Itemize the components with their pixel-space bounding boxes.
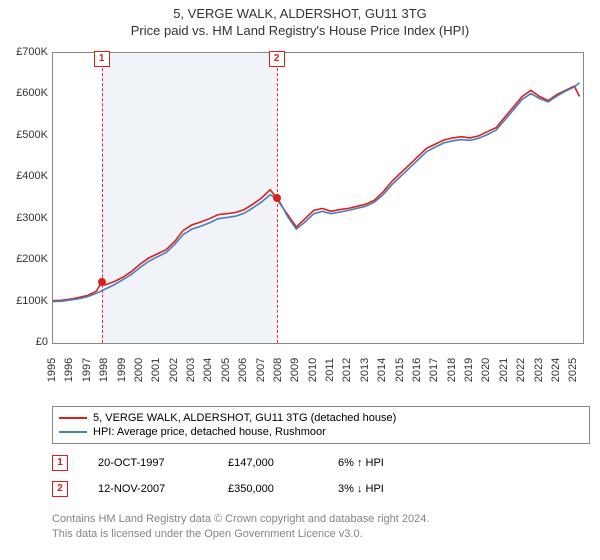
credits-line: Contains HM Land Registry data © Crown c…	[52, 512, 590, 527]
x-tick-label: 2025	[567, 358, 579, 382]
x-tick-label: 2020	[480, 358, 492, 382]
event-price: £147,000	[228, 457, 308, 469]
x-tick-label: 2003	[185, 358, 197, 382]
x-tick-label: 2004	[202, 358, 214, 382]
chart-lines	[53, 53, 583, 343]
title-block: 5, VERGE WALK, ALDERSHOT, GU11 3TG Price…	[0, 0, 600, 42]
chart-marker-icon: 1	[94, 51, 110, 67]
x-tick-label: 2011	[324, 358, 336, 382]
credits: Contains HM Land Registry data © Crown c…	[52, 512, 590, 543]
y-tick-label: £500K	[2, 129, 48, 141]
event-date: 20-OCT-1997	[98, 457, 198, 469]
event-row: 2 12-NOV-2007 £350,000 3% ↓ HPI	[52, 476, 590, 502]
x-tick-label: 2022	[515, 358, 527, 382]
y-tick-label: £400K	[2, 170, 48, 182]
x-tick-label: 2023	[533, 358, 545, 382]
event-pct: 3% ↓ HPI	[338, 483, 418, 495]
event-price: £350,000	[228, 483, 308, 495]
y-tick-label: £300K	[2, 212, 48, 224]
chart-marker-icon: 2	[269, 51, 285, 67]
x-tick-label: 2001	[150, 358, 162, 382]
x-tick-label: 2009	[289, 358, 301, 382]
legend-item: HPI: Average price, detached house, Rush…	[59, 425, 583, 439]
event-date: 12-NOV-2007	[98, 483, 198, 495]
x-tick-label: 2007	[255, 358, 267, 382]
plot-region: 12	[52, 52, 584, 344]
x-tick-label: 2021	[498, 358, 510, 382]
x-tick-label: 2017	[428, 358, 440, 382]
y-tick-label: £100K	[2, 295, 48, 307]
chart-area: 12 £0£100K£200K£300K£400K£500K£600K£700K…	[0, 42, 600, 402]
x-tick-label: 2013	[359, 358, 371, 382]
x-tick-label: 2018	[446, 358, 458, 382]
event-marker-icon: 2	[52, 481, 68, 497]
event-marker-icon: 1	[52, 455, 68, 471]
x-tick-label: 2019	[463, 358, 475, 382]
x-tick-label: 2015	[394, 358, 406, 382]
legend-swatch	[59, 417, 87, 419]
x-tick-label: 2010	[307, 358, 319, 382]
x-tick-label: 2005	[220, 358, 232, 382]
events-list: 1 20-OCT-1997 £147,000 6% ↑ HPI 2 12-NOV…	[52, 450, 590, 502]
y-tick-label: £700K	[2, 46, 48, 58]
y-tick-label: £0	[2, 336, 48, 348]
event-row: 1 20-OCT-1997 £147,000 6% ↑ HPI	[52, 450, 590, 476]
event-pct: 6% ↑ HPI	[338, 457, 418, 469]
x-tick-label: 1997	[81, 358, 93, 382]
y-tick-label: £600K	[2, 87, 48, 99]
x-tick-label: 1998	[98, 358, 110, 382]
chart-container: 5, VERGE WALK, ALDERSHOT, GU11 3TG Price…	[0, 0, 600, 543]
legend-item: 5, VERGE WALK, ALDERSHOT, GU11 3TG (deta…	[59, 411, 583, 425]
legend-swatch	[59, 431, 87, 433]
x-tick-label: 1999	[116, 358, 128, 382]
x-tick-label: 2012	[341, 358, 353, 382]
legend: 5, VERGE WALK, ALDERSHOT, GU11 3TG (deta…	[52, 406, 590, 444]
legend-label: HPI: Average price, detached house, Rush…	[93, 426, 326, 438]
x-tick-label: 2016	[411, 358, 423, 382]
x-tick-label: 2006	[237, 358, 249, 382]
x-tick-label: 2000	[133, 358, 145, 382]
x-tick-label: 1996	[63, 358, 75, 382]
chart-title: 5, VERGE WALK, ALDERSHOT, GU11 3TG	[0, 6, 600, 21]
x-tick-label: 1995	[46, 358, 58, 382]
chart-subtitle: Price paid vs. HM Land Registry's House …	[0, 23, 600, 38]
y-tick-label: £200K	[2, 253, 48, 265]
x-tick-label: 2014	[376, 358, 388, 382]
x-tick-label: 2024	[550, 358, 562, 382]
x-tick-label: 2008	[272, 358, 284, 382]
legend-label: 5, VERGE WALK, ALDERSHOT, GU11 3TG (deta…	[93, 412, 396, 424]
credits-line: This data is licensed under the Open Gov…	[52, 527, 590, 542]
x-tick-label: 2002	[168, 358, 180, 382]
